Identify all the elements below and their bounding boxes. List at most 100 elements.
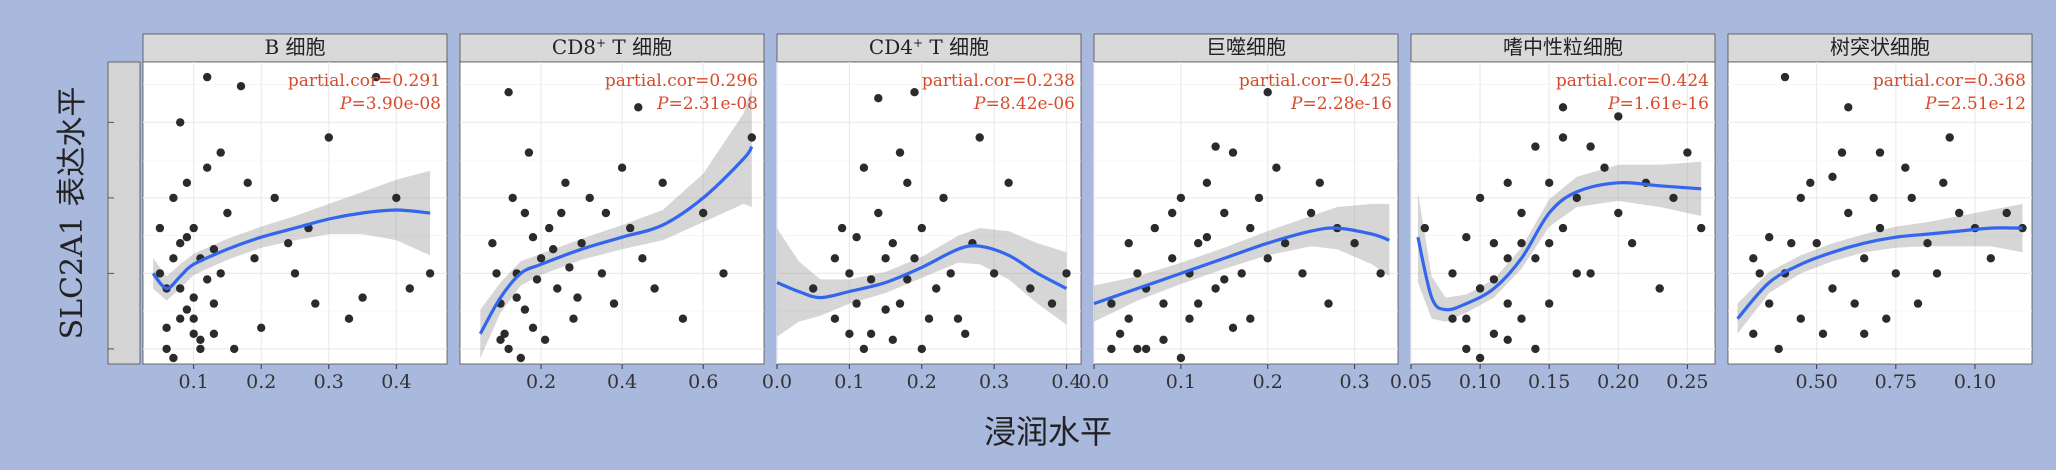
data-point	[830, 254, 840, 263]
data-point	[2002, 208, 2011, 218]
data-point	[553, 284, 562, 293]
data-point	[1837, 148, 1847, 157]
data-point	[1531, 142, 1540, 151]
data-point	[1150, 223, 1160, 233]
panel-strip	[1410, 33, 1716, 63]
data-point	[155, 223, 165, 233]
data-point	[176, 239, 185, 248]
x-tick-label: 0.0	[762, 371, 792, 393]
data-point	[1780, 72, 1790, 82]
annotation-partial-cor: partial.cor=0.238	[922, 71, 1075, 91]
panel-strip	[1727, 33, 2033, 63]
data-point	[1774, 344, 1783, 354]
x-tick-label: 0.2	[907, 371, 937, 393]
data-point	[1254, 193, 1264, 203]
panel-title: CD4+ T 细胞	[869, 35, 989, 59]
data-point	[162, 323, 171, 332]
data-point	[223, 208, 232, 218]
confidence-band	[1094, 203, 1390, 322]
data-point	[1765, 299, 1774, 308]
data-point	[284, 239, 293, 248]
panel-4: 巨噬细胞 partial.cor=0.425 P=2.28e-16 0.0 0.1 0.2…	[1079, 33, 1399, 393]
data-point	[1614, 208, 1623, 218]
data-point	[1280, 239, 1290, 248]
data-point	[216, 269, 225, 278]
data-point	[1115, 329, 1125, 338]
data-point	[155, 269, 165, 278]
data-point	[1176, 353, 1186, 363]
data-point	[678, 314, 688, 323]
data-point	[1448, 269, 1457, 278]
data-point	[1850, 299, 1859, 308]
data-point	[516, 353, 525, 363]
data-point	[182, 178, 192, 187]
data-point	[1586, 269, 1595, 278]
data-point	[358, 293, 367, 302]
data-point	[1828, 172, 1837, 181]
panel-3: CD4+ T 细胞 partial.cor=0.238 P=8.42e-06 0.0 0…	[762, 33, 1082, 393]
x-tick-label: 0.10	[1954, 371, 1996, 393]
data-point	[1932, 269, 1942, 278]
data-point	[895, 299, 905, 308]
data-point	[169, 254, 178, 263]
data-point	[866, 275, 876, 284]
data-point	[1572, 193, 1582, 203]
data-point	[1986, 254, 1996, 263]
data-point	[932, 284, 941, 293]
data-point	[577, 239, 586, 248]
x-tick-label: 0.3	[314, 371, 344, 393]
x-tick-label: 0.10	[1459, 371, 1501, 393]
data-point	[189, 329, 198, 338]
data-point	[845, 269, 854, 278]
x-tick-label: 0.05	[1390, 371, 1432, 393]
annotation-partial-cor: partial.cor=0.291	[288, 71, 441, 91]
data-point	[1237, 269, 1246, 278]
data-point	[1376, 269, 1385, 278]
data-point	[504, 88, 513, 97]
data-point	[1503, 254, 1512, 263]
data-point	[1558, 133, 1568, 142]
fit-line	[1416, 181, 1702, 312]
data-point	[1572, 269, 1582, 278]
data-point	[1614, 112, 1623, 121]
data-point	[1812, 239, 1821, 248]
panel-5: 嗜中性粒细胞 partial.cor=0.424 P=1.61e-16 0.05 0.1…	[1390, 33, 1716, 393]
data-point	[953, 314, 963, 323]
data-point	[549, 245, 558, 254]
annotation-partial-cor: partial.cor=0.424	[1556, 71, 1709, 91]
x-tick-label: 0.3	[979, 371, 1009, 393]
data-point	[845, 329, 854, 338]
data-point	[189, 293, 198, 302]
data-point	[1517, 314, 1526, 323]
data-point	[270, 193, 279, 203]
data-point	[243, 178, 252, 187]
data-point	[189, 314, 198, 323]
data-point	[1462, 233, 1471, 242]
data-point	[1202, 178, 1212, 187]
data-point	[196, 344, 205, 354]
data-point	[1749, 254, 1758, 263]
data-point	[830, 314, 840, 323]
data-point	[961, 329, 970, 338]
data-point	[881, 254, 890, 263]
data-point	[169, 193, 178, 203]
panel-title: 树突状细胞	[1830, 35, 1930, 59]
data-point	[545, 223, 554, 233]
data-point	[1875, 148, 1885, 157]
data-point	[1194, 299, 1203, 308]
scatter-points	[488, 88, 756, 363]
annotation-partial-cor: partial.cor=0.425	[1239, 71, 1392, 91]
panel-grid	[776, 62, 1081, 364]
data-point	[1475, 284, 1485, 293]
data-point	[1860, 254, 1869, 263]
data-point	[425, 269, 435, 278]
x-tick-label: 0.50	[1796, 371, 1838, 393]
data-point	[520, 305, 530, 314]
data-point	[162, 344, 171, 354]
panel-strip	[776, 33, 1082, 63]
x-tick-label: 0.3	[1339, 371, 1369, 393]
data-point	[975, 133, 984, 142]
data-point	[1545, 239, 1554, 248]
annotation-p-value: P=1.61e-16	[1607, 94, 1709, 114]
data-point	[1228, 148, 1238, 157]
